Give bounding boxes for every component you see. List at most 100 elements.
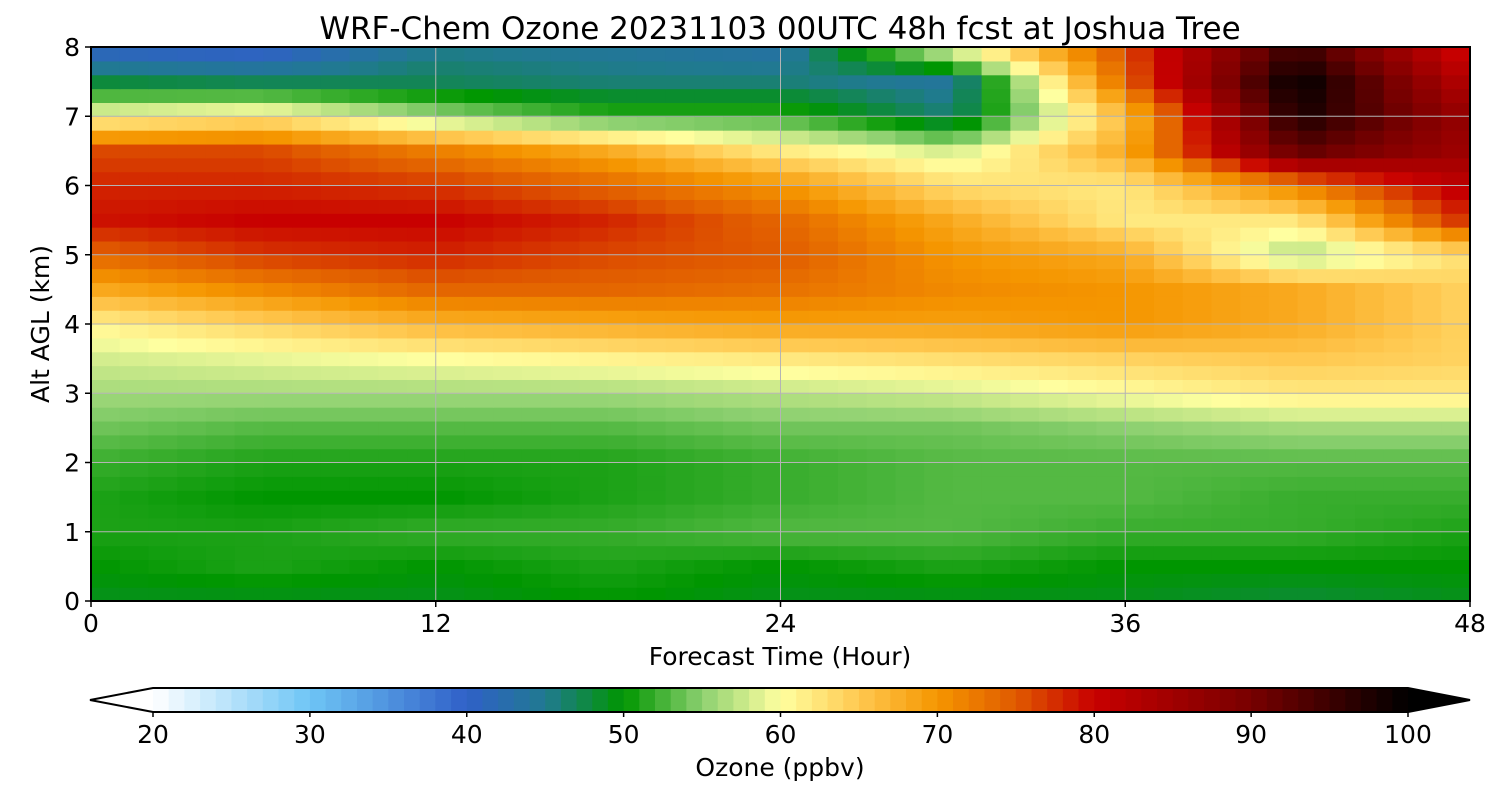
- heatmap-cell: [780, 504, 810, 519]
- heatmap-cell: [493, 88, 523, 103]
- heatmap-cell: [1039, 116, 1069, 131]
- heatmap-cell: [234, 60, 264, 76]
- heatmap-cell: [521, 337, 552, 353]
- heatmap-cell: [464, 407, 494, 422]
- heatmap-cell: [924, 407, 954, 422]
- heatmap-cell: [234, 573, 264, 588]
- heatmap-cell: [464, 157, 494, 173]
- heatmap-cell: [1010, 365, 1040, 380]
- heatmap-cell: [234, 296, 264, 311]
- heatmap-cell: [1182, 545, 1213, 561]
- heatmap-cell: [1182, 254, 1213, 270]
- heatmap-cell: [1182, 47, 1213, 62]
- heatmap-cell: [1355, 462, 1385, 477]
- heatmap-cell: [91, 254, 121, 270]
- heatmap-cell: [1412, 324, 1442, 339]
- heatmap-cell: [349, 213, 379, 228]
- heatmap-cell: [809, 407, 839, 422]
- heatmap-cell: [1355, 476, 1385, 491]
- heatmap-cell: [924, 587, 954, 602]
- heatmap-cell: [521, 324, 552, 339]
- heatmap-cell: [809, 116, 839, 131]
- heatmap-cell: [924, 171, 954, 187]
- heatmap-cell: [895, 545, 925, 561]
- heatmap-cell: [550, 573, 580, 588]
- heatmap-cell: [895, 337, 925, 353]
- heatmap-cell: [952, 379, 983, 394]
- heatmap-cell: [579, 545, 609, 561]
- heatmap-cell: [177, 351, 207, 367]
- heatmap-cell: [780, 296, 810, 311]
- heatmap-cell: [91, 587, 121, 602]
- heatmap-cell: [1355, 531, 1385, 547]
- heatmap-cell: [521, 434, 552, 450]
- heatmap-cell: [119, 185, 150, 200]
- heatmap-cell: [119, 573, 150, 588]
- heatmap-cell: [320, 102, 351, 117]
- heatmap-cell: [1039, 393, 1069, 408]
- colorbar-segment: [937, 688, 954, 712]
- heatmap-cell: [837, 213, 868, 228]
- heatmap-cell: [1096, 351, 1126, 367]
- heatmap-cell: [521, 504, 552, 519]
- heatmap-cell: [119, 545, 150, 561]
- heatmap-cell: [263, 393, 293, 408]
- y-tick-label: 6: [64, 172, 80, 201]
- heatmap-cell: [1125, 116, 1155, 131]
- heatmap-cell: [895, 116, 925, 131]
- heatmap-cell: [119, 434, 150, 450]
- heatmap-cell: [895, 102, 925, 117]
- heatmap-cell: [177, 379, 207, 394]
- heatmap-cell: [608, 60, 638, 76]
- heatmap-cell: [1441, 434, 1471, 450]
- heatmap-cell: [292, 47, 322, 62]
- heatmap-cell: [866, 130, 897, 145]
- heatmap-cell: [924, 296, 954, 311]
- heatmap-cell: [435, 462, 466, 477]
- heatmap-cell: [550, 337, 580, 353]
- colorbar-segment: [184, 688, 201, 712]
- heatmap-cell: [407, 337, 437, 353]
- heatmap-cell: [1153, 240, 1184, 256]
- heatmap-cell: [349, 157, 379, 173]
- heatmap-cell: [694, 116, 724, 131]
- heatmap-cell: [1010, 60, 1040, 76]
- colorbar-segment: [906, 688, 923, 712]
- heatmap-cell: [521, 407, 552, 422]
- heatmap-cell: [119, 254, 150, 270]
- heatmap-cell: [378, 74, 408, 90]
- heatmap-cell: [1412, 296, 1442, 311]
- heatmap-cell: [234, 282, 264, 297]
- heatmap-cell: [809, 351, 839, 367]
- heatmap-cell: [1268, 407, 1299, 422]
- heatmap-cell: [292, 407, 322, 422]
- heatmap-cell: [694, 185, 724, 200]
- heatmap-cell: [177, 434, 207, 450]
- heatmap-cell: [866, 282, 897, 297]
- heatmap-cell: [1441, 407, 1471, 422]
- heatmap-cell: [1211, 60, 1241, 76]
- heatmap-cell: [1240, 462, 1270, 477]
- heatmap-cell: [91, 268, 121, 284]
- heatmap-cell: [1153, 351, 1184, 367]
- heatmap-cell: [1240, 379, 1270, 394]
- heatmap-cell: [1297, 268, 1327, 284]
- heatmap-cell: [1412, 365, 1442, 380]
- heatmap-cell: [1240, 448, 1270, 464]
- heatmap-cell: [1355, 47, 1385, 62]
- heatmap-cell: [493, 379, 523, 394]
- heatmap-cell: [895, 559, 925, 574]
- heatmap-cell: [1240, 559, 1270, 574]
- heatmap-cell: [608, 74, 638, 90]
- heatmap-cell: [119, 351, 150, 367]
- heatmap-cell: [521, 351, 552, 367]
- heatmap-cell: [205, 559, 236, 574]
- heatmap-cell: [1153, 379, 1184, 394]
- heatmap-cell: [1153, 434, 1184, 450]
- heatmap-cell: [263, 324, 293, 339]
- heatmap-cell: [809, 199, 839, 214]
- heatmap-cell: [91, 227, 121, 242]
- heatmap-cell: [952, 393, 983, 408]
- heatmap-cell: [263, 213, 293, 228]
- heatmap-cell: [866, 227, 897, 242]
